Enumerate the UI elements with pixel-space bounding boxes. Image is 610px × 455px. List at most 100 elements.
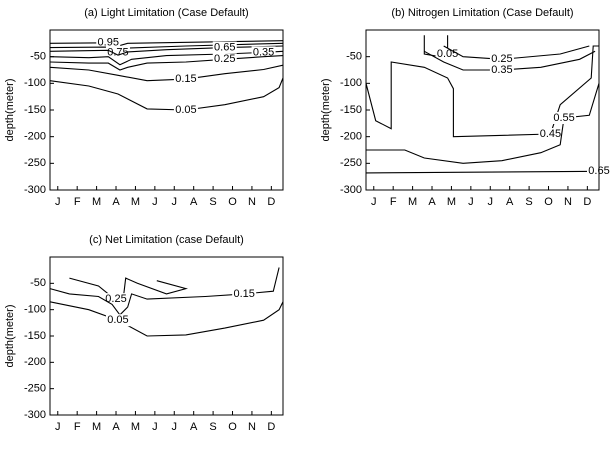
y-tick-label: -150 bbox=[24, 330, 46, 342]
y-tick-label: -150 bbox=[340, 104, 362, 116]
contour-label: 0.25 bbox=[491, 53, 512, 65]
contour-label-bg bbox=[232, 287, 257, 300]
contour-label-bg bbox=[173, 104, 198, 116]
contour-line bbox=[49, 301, 284, 337]
contour-line bbox=[69, 277, 188, 300]
contour-label-bg bbox=[173, 73, 198, 86]
x-tick-label: J bbox=[488, 196, 494, 208]
contour-line bbox=[365, 45, 599, 138]
x-tick-label: A bbox=[190, 421, 198, 433]
y-tick-label: -300 bbox=[24, 184, 46, 196]
chart-title: (a) Light Limitation (Case Default) bbox=[84, 7, 248, 19]
contour-label-bg bbox=[251, 46, 276, 59]
x-tick-label: J bbox=[55, 421, 61, 433]
x-tick-label: D bbox=[267, 421, 275, 433]
y-tick-label: -200 bbox=[340, 131, 362, 143]
x-tick-label: A bbox=[112, 421, 120, 433]
y-tick-label: -300 bbox=[24, 409, 46, 421]
x-tick-label: O bbox=[228, 421, 237, 433]
contour-label: 0.25 bbox=[214, 53, 235, 65]
contour-label: 0.45 bbox=[540, 128, 561, 140]
contour-label-bg bbox=[105, 314, 130, 327]
contour-line bbox=[49, 77, 284, 111]
plot-frame bbox=[49, 29, 284, 191]
y-tick-label: -100 bbox=[24, 304, 46, 316]
x-tick-label: J bbox=[468, 196, 474, 208]
y-tick-label: -250 bbox=[24, 157, 46, 169]
x-tick-label: F bbox=[74, 196, 81, 208]
x-tick-label: M bbox=[408, 196, 417, 208]
y-tick-label: -250 bbox=[340, 157, 362, 169]
contour-label-bg bbox=[104, 293, 129, 306]
x-tick-label: N bbox=[248, 196, 256, 208]
contour-label: 0.95 bbox=[98, 37, 119, 49]
y-tick-label: -200 bbox=[24, 131, 46, 143]
x-tick-label: M bbox=[131, 421, 140, 433]
contour-label: 0.05 bbox=[107, 314, 128, 326]
contour-label: 0.15 bbox=[233, 288, 254, 300]
x-tick-label: O bbox=[228, 196, 237, 208]
x-tick-label: J bbox=[371, 196, 377, 208]
x-tick-label: O bbox=[544, 196, 553, 208]
contour-label-bg bbox=[96, 36, 121, 49]
contour-line bbox=[49, 55, 284, 71]
contour-label-bg bbox=[538, 128, 563, 140]
y-tick-label: -50 bbox=[30, 277, 46, 289]
x-tick-label: D bbox=[583, 196, 591, 208]
x-tick-label: J bbox=[55, 196, 61, 208]
contour-line bbox=[49, 50, 284, 66]
y-tick-label: -50 bbox=[30, 51, 46, 63]
chart-title: (b) Nitrogen Limitation (Case Default) bbox=[391, 7, 573, 19]
contour-label: 0.75 bbox=[107, 46, 128, 58]
y-axis-label: depth(meter) bbox=[320, 79, 332, 142]
contour-label-bg bbox=[212, 53, 237, 66]
x-tick-label: M bbox=[131, 196, 140, 208]
x-tick-label: N bbox=[248, 421, 256, 433]
y-tick-label: -100 bbox=[340, 77, 362, 89]
x-tick-label: F bbox=[74, 421, 81, 433]
contour-label-bg bbox=[212, 41, 237, 54]
y-tick-label: -300 bbox=[340, 184, 362, 196]
contour-label: 0.55 bbox=[553, 112, 574, 124]
x-tick-label: J bbox=[172, 421, 178, 433]
x-tick-label: M bbox=[447, 196, 456, 208]
y-tick-label: -250 bbox=[24, 383, 46, 395]
x-tick-label: S bbox=[209, 421, 216, 433]
contour-label: 0.05 bbox=[437, 48, 458, 60]
y-tick-label: -50 bbox=[346, 51, 362, 63]
contour-label: 0.65 bbox=[214, 42, 235, 54]
x-tick-label: F bbox=[390, 196, 397, 208]
x-tick-label: J bbox=[152, 421, 158, 433]
y-tick-label: -150 bbox=[24, 104, 46, 116]
chart-title: (c) Net Limitation (case Default) bbox=[89, 234, 244, 246]
x-tick-label: S bbox=[209, 196, 216, 208]
y-tick-label: -200 bbox=[24, 356, 46, 368]
contour-label: 0.05 bbox=[175, 104, 196, 116]
plot-frame bbox=[365, 29, 600, 191]
x-tick-label: N bbox=[564, 196, 572, 208]
x-tick-label: A bbox=[112, 196, 120, 208]
y-axis-label: depth(meter) bbox=[4, 79, 16, 142]
contour-label-bg bbox=[489, 53, 514, 66]
contour-label: 0.35 bbox=[253, 46, 274, 58]
contour-label-bg bbox=[105, 46, 130, 59]
y-tick-label: -100 bbox=[24, 77, 46, 89]
x-tick-label: J bbox=[152, 196, 158, 208]
contour-label: 0.35 bbox=[491, 64, 512, 76]
contour-line bbox=[365, 170, 600, 174]
contour-line bbox=[443, 45, 590, 60]
x-tick-label: J bbox=[172, 196, 178, 208]
x-tick-label: A bbox=[428, 196, 436, 208]
x-tick-label: D bbox=[267, 196, 275, 208]
contour-line bbox=[49, 40, 284, 47]
contour-label-bg bbox=[489, 64, 514, 76]
x-tick-label: M bbox=[92, 196, 101, 208]
contour-line bbox=[366, 83, 600, 164]
contour-line bbox=[49, 64, 284, 82]
x-tick-label: M bbox=[92, 421, 101, 433]
plot-frame bbox=[49, 256, 284, 416]
contour-label: 0.15 bbox=[175, 73, 196, 85]
contour-label: 0.25 bbox=[105, 293, 126, 305]
x-tick-label: A bbox=[506, 196, 514, 208]
